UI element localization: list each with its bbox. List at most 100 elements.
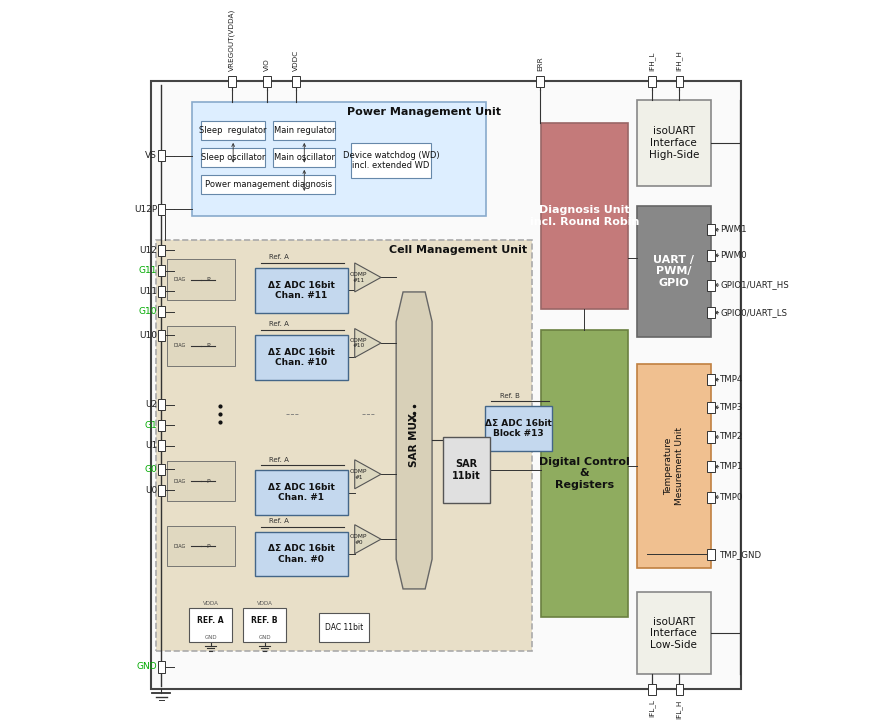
Bar [708, 402, 715, 413]
Text: isoUART
Interface
Low-Side: isoUART Interface Low-Side [651, 616, 697, 650]
Text: GND: GND [204, 635, 217, 639]
Text: TMP1: TMP1 [720, 462, 743, 471]
Text: ΔΣ ADC 16bit
Chan. #1: ΔΣ ADC 16bit Chan. #1 [268, 483, 334, 502]
Bar [263, 75, 271, 87]
Text: TMP3: TMP3 [720, 403, 743, 412]
Text: VDDC: VDDC [293, 50, 299, 71]
Bar [708, 492, 715, 502]
Text: TMP_GND: TMP_GND [720, 550, 762, 559]
Text: COMP
#11: COMP #11 [350, 272, 368, 283]
Text: SAR
11bit: SAR 11bit [453, 459, 481, 481]
Text: Ref. A: Ref. A [268, 457, 289, 463]
Bar [708, 461, 715, 472]
Bar [157, 464, 165, 475]
Bar [157, 307, 165, 318]
Text: IFL_H: IFL_H [676, 700, 683, 718]
Text: GPIO0/UART_LS: GPIO0/UART_LS [720, 308, 787, 317]
Text: COMP
#10: COMP #10 [350, 338, 368, 349]
Text: UART /
PWM/
GPIO: UART / PWM/ GPIO [653, 254, 694, 288]
Bar [157, 286, 165, 297]
Text: REF. B: REF. B [252, 616, 278, 625]
Bar [443, 437, 490, 502]
Bar [708, 549, 715, 560]
Text: SAR MUX: SAR MUX [409, 413, 419, 468]
Text: GPIO1/UART_HS: GPIO1/UART_HS [720, 281, 789, 289]
Polygon shape [355, 525, 381, 554]
Text: Main regulator: Main regulator [274, 126, 335, 135]
Text: G11: G11 [139, 266, 157, 275]
Bar [167, 326, 235, 366]
Bar [708, 280, 715, 291]
Bar [536, 75, 543, 87]
Bar [708, 250, 715, 261]
Text: Diagnosis Unit
incl. Round Robin: Diagnosis Unit incl. Round Robin [530, 205, 639, 227]
Bar [254, 531, 348, 576]
Bar [157, 265, 165, 276]
Text: VDDA: VDDA [203, 601, 219, 606]
Bar [157, 420, 165, 431]
Text: Device watchdog (WD)
incl. extended WD: Device watchdog (WD) incl. extended WD [342, 151, 439, 170]
Bar [228, 75, 236, 87]
Text: GND: GND [259, 635, 271, 639]
Bar [157, 330, 165, 341]
Bar [648, 75, 655, 87]
Text: P: P [206, 478, 210, 484]
Text: VREGOUT(VDDA): VREGOUT(VDDA) [228, 9, 235, 71]
Text: DAC 11bit: DAC 11bit [324, 623, 363, 632]
Bar [676, 684, 683, 695]
Text: COMP
#1: COMP #1 [350, 469, 368, 480]
Text: Temperature
Mesurement Unit: Temperature Mesurement Unit [664, 427, 684, 505]
Bar [202, 120, 265, 140]
Bar [541, 330, 628, 616]
Text: G1: G1 [144, 420, 157, 430]
Text: ΔΣ ADC 16bit
Chan. #10: ΔΣ ADC 16bit Chan. #10 [268, 347, 334, 367]
Text: REF. A: REF. A [197, 616, 224, 625]
Text: P: P [206, 277, 210, 282]
Text: U1: U1 [145, 442, 157, 450]
Text: U0: U0 [145, 486, 157, 494]
Bar [637, 365, 711, 568]
Text: ΔΣ ADC 16bit
Chan. #0: ΔΣ ADC 16bit Chan. #0 [268, 544, 334, 564]
Bar [676, 75, 683, 87]
Bar [273, 148, 335, 167]
Bar [708, 374, 715, 385]
Text: VDDA: VDDA [257, 601, 273, 606]
Text: ΔΣ ADC 16bit
Chan. #11: ΔΣ ADC 16bit Chan. #11 [268, 281, 334, 300]
Bar [156, 240, 533, 651]
Bar [202, 148, 265, 167]
Bar [637, 592, 711, 674]
Bar [157, 661, 165, 673]
Bar [243, 608, 286, 642]
Text: P: P [206, 344, 210, 348]
Text: ΔΣ ADC 16bit
Block #13: ΔΣ ADC 16bit Block #13 [485, 418, 552, 438]
Text: DIAG: DIAG [173, 478, 186, 484]
Bar [157, 399, 165, 410]
Bar [167, 461, 235, 501]
Text: Cell Management Unit: Cell Management Unit [389, 246, 527, 255]
Text: U12: U12 [140, 246, 157, 255]
Text: IFH_L: IFH_L [648, 51, 655, 71]
Text: U10: U10 [140, 331, 157, 340]
Bar [157, 484, 165, 496]
Bar [189, 608, 232, 642]
Bar [254, 268, 348, 312]
Bar [202, 175, 335, 194]
Text: GND: GND [137, 663, 157, 671]
Text: G10: G10 [139, 307, 157, 317]
Bar [637, 100, 711, 186]
Text: IFH_H: IFH_H [676, 50, 683, 71]
Text: PWM1: PWM1 [720, 225, 747, 234]
Text: isoUART
Interface
High-Side: isoUART Interface High-Side [649, 126, 699, 160]
Bar [192, 102, 486, 216]
Text: G0: G0 [144, 465, 157, 474]
Bar [708, 224, 715, 236]
Polygon shape [355, 328, 381, 357]
Bar [637, 206, 711, 337]
Text: TMP4: TMP4 [720, 375, 743, 384]
Bar [292, 75, 300, 87]
Text: VS: VS [145, 152, 157, 160]
Polygon shape [355, 460, 381, 489]
Polygon shape [355, 263, 381, 292]
Text: DIAG: DIAG [173, 344, 186, 348]
Text: TMP0: TMP0 [720, 492, 743, 502]
